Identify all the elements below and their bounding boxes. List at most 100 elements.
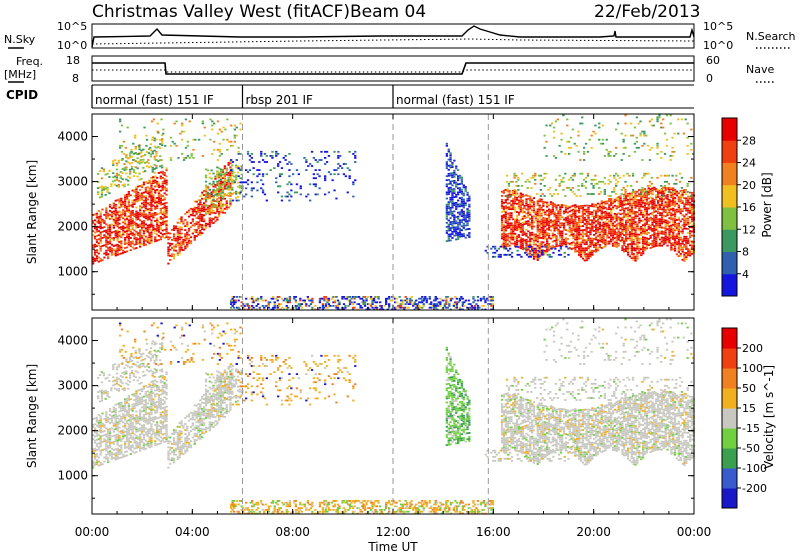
data-pixel (161, 166, 164, 169)
data-pixel (617, 218, 620, 221)
data-pixel (630, 251, 633, 254)
data-pixel (521, 232, 524, 234)
data-pixel (658, 244, 662, 247)
data-pixel (352, 183, 355, 186)
data-pixel (514, 192, 517, 195)
data-pixel (598, 221, 601, 224)
data-pixel (552, 136, 556, 139)
data-pixel (142, 244, 146, 247)
data-pixel (557, 224, 560, 227)
data-pixel (184, 241, 187, 244)
data-pixel (521, 230, 524, 232)
data-pixel (589, 233, 592, 236)
data-pixel (122, 221, 125, 224)
data-pixel (681, 230, 684, 233)
data-pixel (186, 241, 189, 244)
data-pixel (260, 153, 263, 155)
data-pixel (213, 122, 216, 125)
data-pixel (156, 225, 159, 228)
data-pixel (585, 220, 588, 223)
data-pixel (540, 198, 543, 201)
data-pixel (670, 224, 673, 227)
data-pixel (670, 242, 673, 245)
data-pixel (178, 250, 181, 253)
data-pixel (642, 244, 645, 247)
data-pixel (685, 209, 688, 212)
data-pixel (189, 226, 193, 228)
data-pixel (193, 228, 196, 231)
data-pixel (447, 233, 450, 236)
data-pixel (240, 167, 243, 170)
data-pixel (107, 230, 110, 233)
data-pixel (624, 114, 627, 117)
data-pixel (212, 210, 215, 212)
data-pixel (642, 212, 645, 214)
data-pixel (210, 211, 213, 214)
data-pixel (108, 246, 112, 249)
data-pixel (625, 237, 628, 240)
data-pixel (148, 236, 151, 239)
data-pixel (531, 199, 534, 202)
data-pixel (447, 223, 450, 226)
data-pixel (309, 199, 312, 202)
data-pixel (105, 229, 108, 232)
data-pixel (574, 214, 577, 217)
data-pixel (613, 155, 616, 157)
data-pixel (655, 210, 658, 213)
data-pixel (462, 202, 465, 205)
data-pixel (225, 169, 228, 172)
data-pixel (195, 200, 198, 203)
data-pixel (102, 168, 105, 171)
data-pixel (545, 140, 548, 143)
data-pixel (662, 198, 665, 201)
data-pixel (647, 172, 650, 175)
data-pixel (610, 220, 613, 223)
data-pixel (630, 239, 633, 241)
data-pixel (521, 244, 524, 247)
data-pixel (458, 203, 462, 206)
data-pixel (193, 208, 196, 211)
data-pixel (359, 297, 362, 300)
data-pixel (649, 192, 652, 195)
data-pixel (662, 208, 665, 211)
data-pixel (160, 118, 163, 121)
data-pixel (553, 213, 556, 216)
data-pixel (219, 189, 223, 191)
data-pixel (385, 301, 388, 304)
data-pixel (637, 122, 640, 125)
data-pixel (642, 240, 645, 243)
data-pixel (672, 203, 675, 206)
data-pixel (527, 236, 530, 239)
data-pixel (655, 216, 658, 219)
data-pixel (653, 245, 656, 248)
data-pixel (150, 195, 153, 197)
data-pixel (620, 193, 623, 195)
data-pixel (578, 241, 581, 244)
data-pixel (455, 173, 458, 176)
data-pixel (502, 224, 505, 227)
data-pixel (517, 246, 521, 249)
data-pixel (611, 218, 615, 221)
data-pixel (625, 231, 628, 234)
data-pixel (230, 303, 233, 305)
data-pixel (161, 207, 164, 210)
data-pixel (178, 248, 181, 251)
data-pixel (540, 214, 543, 217)
data-pixel (647, 144, 650, 147)
data-pixel (277, 163, 280, 165)
data-pixel (653, 207, 656, 209)
data-pixel (252, 173, 255, 176)
data-pixel (135, 194, 138, 197)
data-pixel (502, 228, 505, 231)
data-pixel (108, 228, 112, 230)
data-pixel (135, 206, 138, 209)
data-pixel (581, 247, 585, 250)
data-pixel (140, 226, 144, 229)
data-pixel (430, 301, 433, 304)
data-pixel (538, 204, 541, 207)
data-pixel (508, 226, 511, 229)
data-pixel (508, 190, 511, 192)
data-pixel (146, 208, 149, 211)
data-pixel (557, 238, 560, 241)
data-pixel (508, 218, 511, 221)
